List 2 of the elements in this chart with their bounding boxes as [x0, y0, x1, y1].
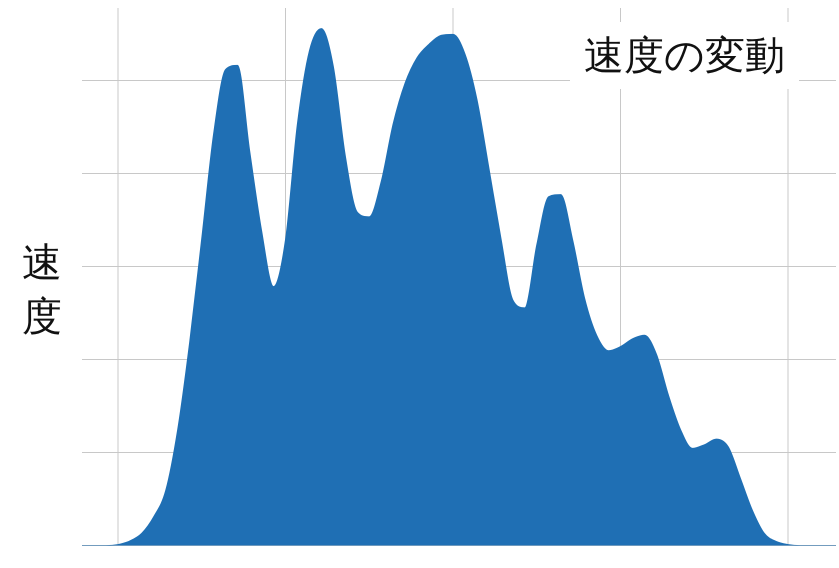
y-axis-title: 速度 [21, 239, 63, 342]
chart-title: 速度の変動 [570, 22, 799, 89]
